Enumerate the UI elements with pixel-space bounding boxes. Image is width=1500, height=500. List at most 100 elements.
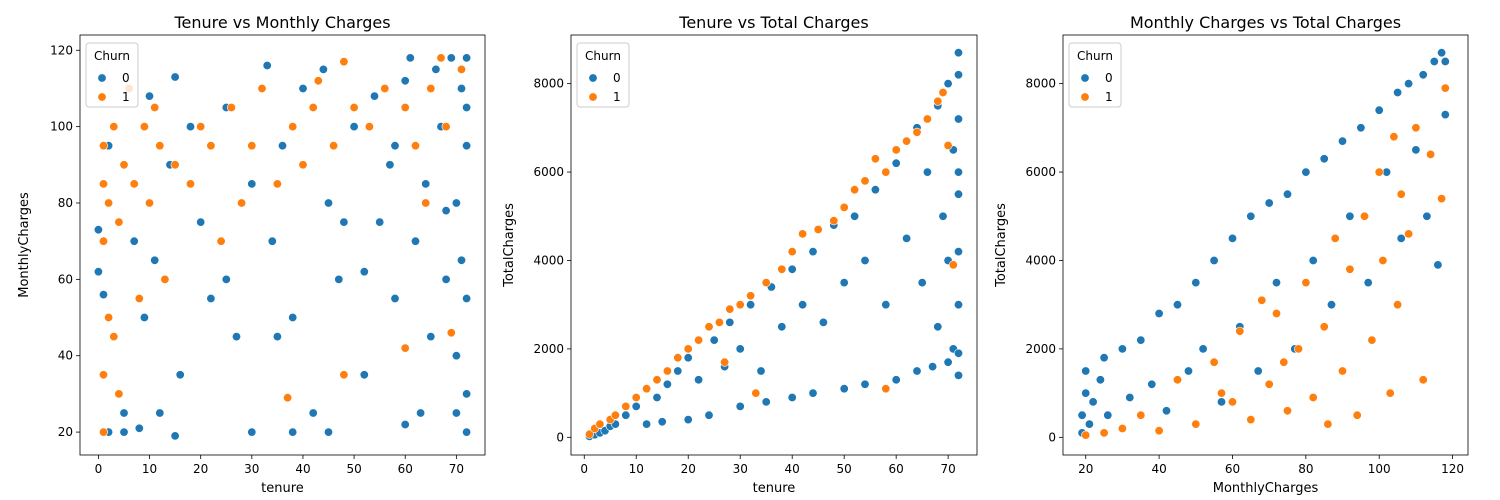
data-point-churn-0 — [953, 247, 963, 257]
data-point-churn-0 — [953, 348, 963, 358]
data-point-churn-1 — [1294, 344, 1304, 354]
data-point-churn-1 — [99, 427, 109, 437]
data-point-churn-1 — [456, 64, 466, 74]
data-point-churn-1 — [99, 179, 109, 189]
data-point-churn-1 — [329, 141, 339, 151]
data-point-churn-1 — [1404, 229, 1414, 239]
data-point-churn-1 — [1173, 375, 1183, 385]
data-point-churn-0 — [891, 158, 901, 168]
x-tick-label: 80 — [1298, 462, 1313, 476]
x-tick-label: 120 — [1441, 462, 1464, 476]
legend-marker-churn-1 — [588, 92, 598, 102]
data-point-churn-0 — [93, 225, 103, 235]
data-point-churn-0 — [798, 300, 808, 310]
data-point-churn-0 — [850, 211, 860, 221]
data-point-churn-1 — [860, 176, 870, 186]
data-point-churn-1 — [673, 353, 683, 363]
data-point-churn-1 — [1136, 410, 1146, 420]
y-tick-label: 8000 — [1025, 77, 1056, 91]
scatter-points — [1077, 48, 1450, 440]
data-point-churn-0 — [462, 389, 472, 399]
data-point-churn-0 — [1440, 56, 1450, 66]
data-point-churn-0 — [1228, 233, 1238, 243]
data-point-churn-1 — [652, 375, 662, 385]
y-axis-label: MonthlyCharges — [17, 192, 32, 298]
data-point-churn-1 — [400, 103, 410, 113]
legend-label-churn-1: 1 — [1105, 90, 1113, 104]
data-point-churn-0 — [456, 255, 466, 265]
data-point-churn-0 — [262, 60, 272, 70]
y-tick-label: 0 — [556, 430, 564, 444]
x-tick-label: 40 — [785, 462, 800, 476]
data-point-churn-1 — [1411, 123, 1421, 133]
data-point-churn-1 — [308, 103, 318, 113]
legend-box — [1068, 42, 1122, 108]
data-point-churn-0 — [119, 408, 129, 418]
x-tick-label: 0 — [95, 462, 103, 476]
data-point-churn-1 — [160, 274, 170, 284]
data-point-churn-0 — [746, 300, 756, 310]
data-point-churn-0 — [725, 317, 735, 327]
data-point-churn-1 — [288, 122, 298, 132]
data-point-churn-0 — [186, 122, 196, 132]
data-point-churn-1 — [948, 260, 958, 270]
data-point-churn-1 — [114, 217, 124, 227]
data-point-churn-1 — [1378, 255, 1388, 265]
data-point-churn-0 — [288, 312, 298, 322]
data-point-churn-0 — [1363, 278, 1373, 288]
data-point-churn-1 — [441, 122, 451, 132]
data-point-churn-0 — [1099, 353, 1109, 363]
data-point-churn-0 — [1147, 379, 1157, 389]
data-point-churn-0 — [631, 401, 641, 411]
data-point-churn-0 — [953, 300, 963, 310]
data-point-churn-1 — [881, 167, 891, 177]
data-point-churn-1 — [704, 322, 714, 332]
data-point-churn-1 — [1191, 419, 1201, 429]
data-point-churn-0 — [943, 357, 953, 367]
legend-label-churn-1: 1 — [122, 90, 130, 104]
data-point-churn-0 — [349, 122, 359, 132]
x-tick-label: 70 — [941, 462, 956, 476]
data-point-churn-0 — [818, 317, 828, 327]
data-point-churn-0 — [1433, 260, 1443, 270]
data-point-churn-0 — [462, 141, 472, 151]
data-point-churn-0 — [175, 370, 185, 380]
data-point-churn-1 — [1345, 264, 1355, 274]
data-point-churn-1 — [339, 57, 349, 67]
x-tick-label: 0 — [580, 462, 588, 476]
data-point-churn-0 — [683, 353, 693, 363]
data-point-churn-0 — [1393, 88, 1403, 98]
data-point-churn-0 — [1081, 388, 1091, 398]
data-point-churn-0 — [400, 76, 410, 86]
data-point-churn-0 — [912, 366, 922, 376]
data-point-churn-0 — [808, 388, 818, 398]
data-point-churn-1 — [621, 401, 631, 411]
legend-title: Churn — [1077, 49, 1113, 63]
data-point-churn-1 — [109, 332, 119, 342]
data-point-churn-1 — [1217, 388, 1227, 398]
data-point-churn-0 — [953, 70, 963, 80]
chart-title: Monthly Charges vs Total Charges — [1130, 13, 1401, 32]
x-tick-label: 70 — [449, 462, 464, 476]
legend: Churn 0 1 — [1068, 42, 1122, 108]
data-point-churn-0 — [390, 141, 400, 151]
data-point-churn-0 — [1374, 105, 1384, 115]
data-point-churn-0 — [441, 274, 451, 284]
data-point-churn-0 — [441, 206, 451, 216]
y-tick-label: 60 — [58, 272, 73, 286]
data-point-churn-0 — [953, 114, 963, 124]
data-point-churn-0 — [933, 322, 943, 332]
data-point-churn-0 — [777, 322, 787, 332]
plot-frame — [570, 34, 978, 456]
data-point-churn-0 — [704, 410, 714, 420]
data-point-churn-0 — [277, 141, 287, 151]
chart-title: Tenure vs Monthly Charges — [173, 13, 390, 32]
data-point-churn-0 — [139, 312, 149, 322]
data-point-churn-1 — [1264, 379, 1274, 389]
legend-marker-churn-1 — [1080, 92, 1090, 102]
data-point-churn-1 — [216, 236, 226, 246]
legend-marker-churn-0 — [1080, 73, 1090, 83]
data-point-churn-1 — [720, 357, 730, 367]
data-point-churn-0 — [1327, 300, 1337, 310]
